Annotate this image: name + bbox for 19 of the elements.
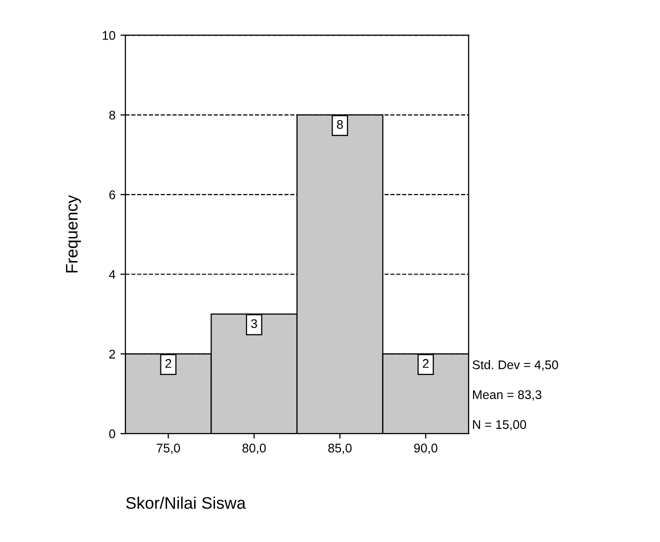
text: Mean = 83,3 <box>473 390 542 401</box>
y-tick-label: 4 <box>109 270 116 279</box>
y-tick-label: 2 <box>109 350 116 358</box>
y-tick-label: 6 <box>109 190 116 200</box>
y-tick-label: 0 <box>109 429 116 438</box>
text: Std. Dev = 4,50 <box>472 360 558 371</box>
y-tick-label: 10 <box>102 31 116 40</box>
y-axis-title: Frequency <box>66 195 81 272</box>
text: N = 15,00 <box>473 420 526 430</box>
x-tick-label: 75,0 <box>156 444 180 454</box>
y-tick-label: 8 <box>109 110 116 120</box>
data-label: 2 <box>165 359 172 368</box>
x-tick-label: 85,0 <box>328 444 352 454</box>
x-tick-label: 90,0 <box>414 444 438 454</box>
x-axis-title: Skor/Nilai Siswa <box>126 496 246 509</box>
x-tick-label: 80,0 <box>242 444 266 454</box>
data-label: 3 <box>251 319 258 328</box>
data-label: 8 <box>336 120 343 129</box>
data-label: 2 <box>422 359 429 368</box>
